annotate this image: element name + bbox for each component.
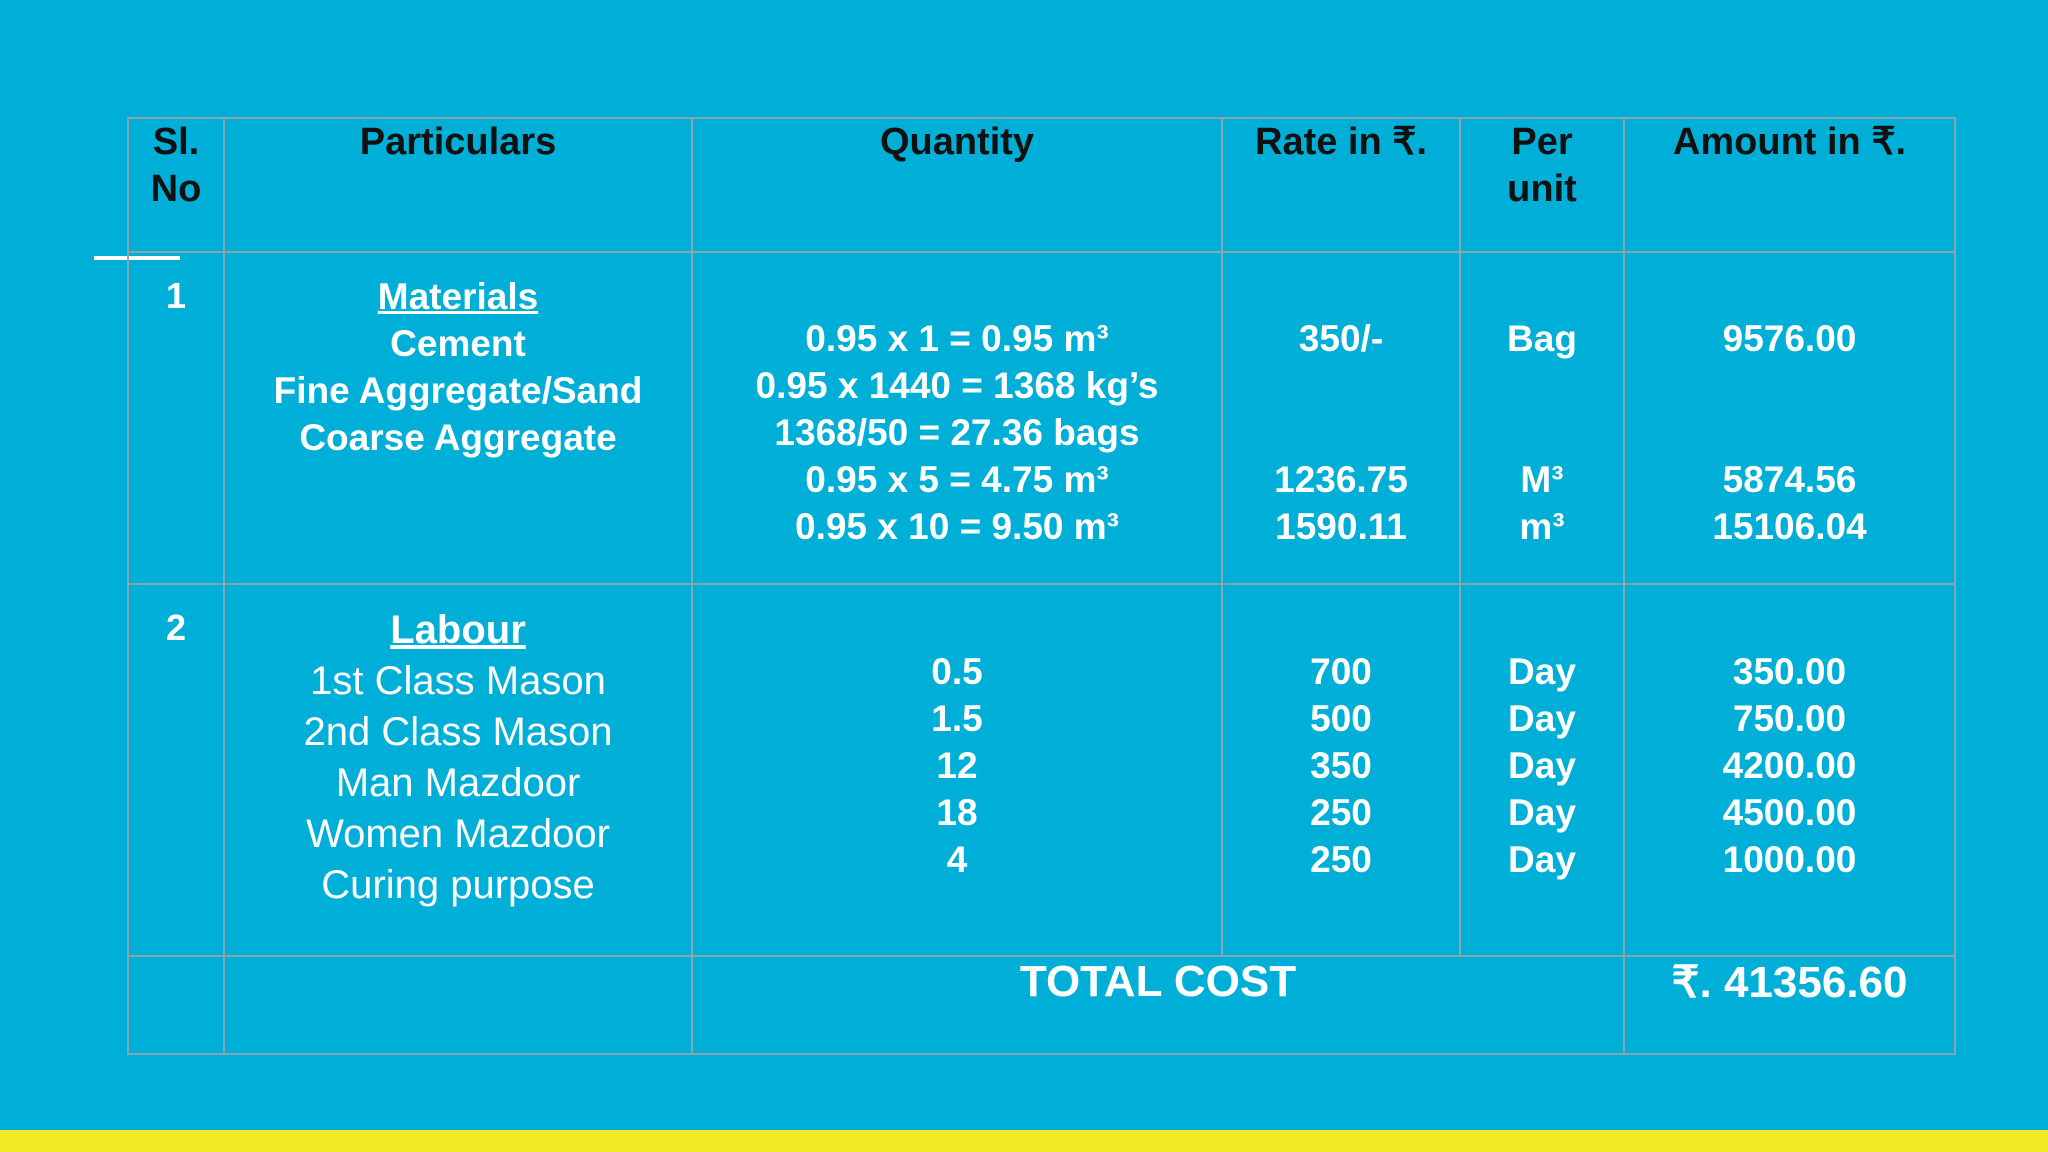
amount-line: 4500.00 [1722,792,1857,833]
quantity-line: 0.95 x 10 = 9.50 m³ [795,506,1119,547]
header-per-unit: Per unit [1459,117,1625,253]
quantity-line: 4 [946,839,968,880]
rate-line: 500 [1310,698,1372,739]
rate-line: 350/- [1298,318,1384,359]
unit-line: m³ [1519,506,1565,547]
unit-line [1461,409,1623,456]
header-row: Sl. No Particulars Quantity Rate in ₹. P… [127,117,1956,253]
header-amount: Amount in ₹. [1623,117,1956,253]
labour-rate: 700 500 350 250 250 [1221,583,1461,957]
unit-line: M³ [1520,459,1564,500]
amount-line [1625,409,1954,456]
quantity-line: 1368/50 = 27.36 bags [774,412,1140,453]
amount-line: 4200.00 [1722,745,1857,786]
labour-item: 1st Class Mason [310,659,606,703]
rate-line [1223,362,1459,409]
quantity-line: 18 [936,792,978,833]
unit-line: Day [1508,745,1576,786]
table-row-labour: 2 Labour 1st Class Mason 2nd Class Mason… [127,583,1956,957]
labour-particulars: Labour 1st Class Mason 2nd Class Mason M… [223,583,693,957]
materials-rate: 350/- 1236.75 1590.11 [1221,251,1461,585]
quantity-line: 0.95 x 5 = 4.75 m³ [805,459,1109,500]
unit-line: Bag [1507,318,1577,359]
header-sl-no: Sl. No [127,117,225,253]
amount-line: 15106.04 [1712,506,1867,547]
quantity-line: 0.5 [931,651,983,692]
materials-item: Cement [390,323,526,364]
header-quantity: Quantity [691,117,1223,253]
amount-line: 5874.56 [1722,459,1857,500]
labour-quantity: 0.5 1.5 12 18 4 [691,583,1223,957]
unit-line [1461,362,1623,409]
labour-amount: 350.00 750.00 4200.00 4500.00 1000.00 [1623,583,1956,957]
total-empty-particulars [223,955,693,1055]
materials-item: Fine Aggregate/Sand [273,370,643,411]
labour-item: Man Mazdoor [335,761,581,805]
rate-line: 350 [1310,745,1372,786]
labour-item: 2nd Class Mason [303,710,613,754]
materials-item: Coarse Aggregate [299,417,617,458]
rate-line: 1590.11 [1275,506,1407,547]
total-empty-sl [127,955,225,1055]
unit-line: Day [1508,839,1576,880]
amount-line: 1000.00 [1722,839,1857,880]
unit-line: Day [1508,651,1576,692]
materials-particulars: Materials Cement Fine Aggregate/Sand Coa… [223,251,693,585]
amount-line [1625,362,1954,409]
quantity-line: 0.95 x 1440 = 1368 kg’s [755,365,1159,406]
header-rate: Rate in ₹. [1221,117,1461,253]
amount-line: 350.00 [1732,651,1847,692]
total-cost-label: TOTAL COST [691,955,1625,1055]
labour-title: Labour [390,608,526,652]
rate-line: 1236.75 [1274,459,1408,500]
materials-sl: 1 [127,251,225,585]
labour-sl: 2 [127,583,225,957]
rate-line: 700 [1310,651,1372,692]
unit-line: Day [1508,698,1576,739]
materials-amount: 9576.00 5874.56 15106.04 [1623,251,1956,585]
materials-quantity: 0.95 x 1 = 0.95 m³ 0.95 x 1440 = 1368 kg… [691,251,1223,585]
labour-item: Curing purpose [321,863,595,907]
quantity-line: 0.95 x 1 = 0.95 m³ [805,318,1109,359]
total-cost-value: ₹. 41356.60 [1623,955,1956,1055]
rate-line: 250 [1310,839,1372,880]
labour-item: Women Mazdoor [306,812,610,856]
quantity-line: 12 [936,745,978,786]
rate-line [1223,409,1459,456]
table-row-total: TOTAL COST ₹. 41356.60 [127,955,1956,1055]
rate-line: 250 [1310,792,1372,833]
table-row-materials: 1 Materials Cement Fine Aggregate/Sand C… [127,251,1956,585]
materials-per-unit: Bag M³ m³ [1459,251,1625,585]
amount-line: 750.00 [1732,698,1847,739]
quantity-line: 1.5 [931,698,983,739]
materials-title: Materials [377,276,539,317]
estimate-table: Sl. No Particulars Quantity Rate in ₹. P… [127,117,1956,1055]
labour-per-unit: Day Day Day Day Day [1459,583,1625,957]
unit-line: Day [1508,792,1576,833]
amount-line: 9576.00 [1722,318,1857,359]
header-particulars: Particulars [223,117,693,253]
bottom-accent-bar [0,1130,2048,1152]
